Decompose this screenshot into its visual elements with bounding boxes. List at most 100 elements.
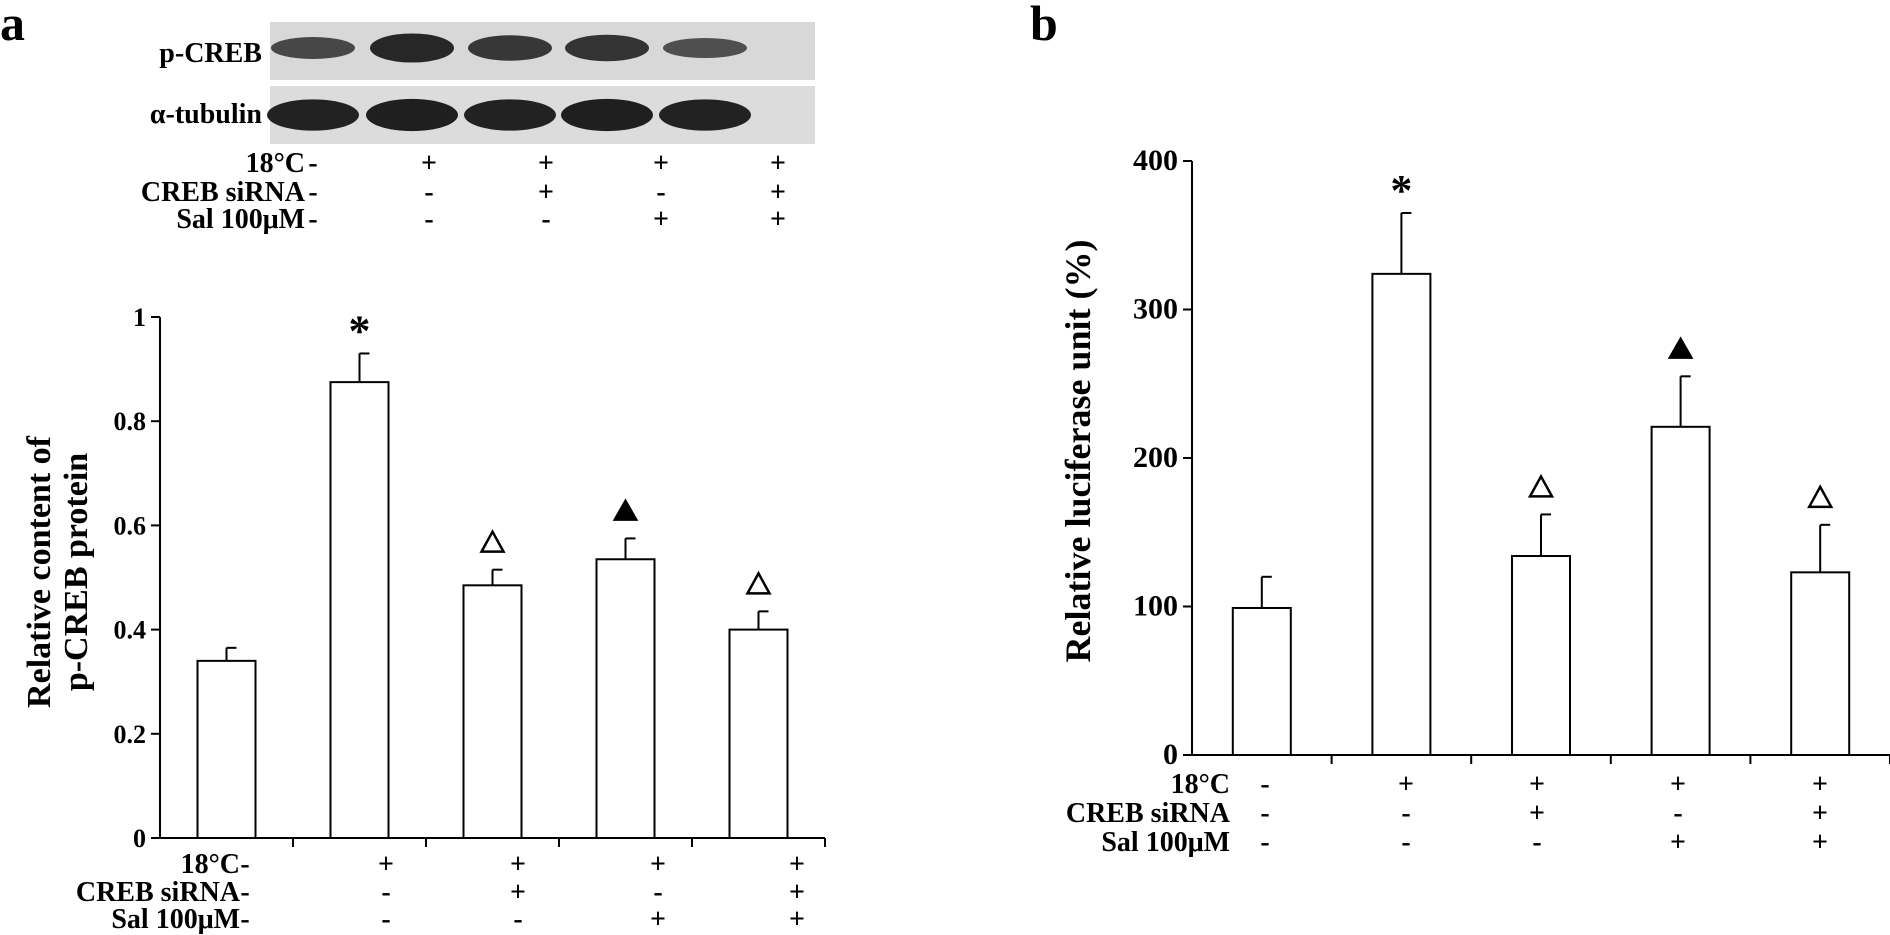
band-tubulin bbox=[561, 98, 653, 132]
bar bbox=[1511, 555, 1571, 757]
blot-label-p-creb: p-CREB bbox=[159, 38, 262, 69]
band-tubulin bbox=[464, 99, 556, 131]
chart-a: Relative content of p-CREB protein 0 0.2 0… bbox=[21, 303, 826, 853]
condition-value: + bbox=[650, 904, 666, 935]
condition-value: + bbox=[770, 177, 786, 208]
condition-value: + bbox=[1812, 798, 1828, 829]
bar bbox=[462, 584, 523, 839]
bar bbox=[329, 381, 390, 839]
band-tubulin bbox=[659, 99, 751, 131]
condition-value: + bbox=[378, 849, 394, 880]
condition-value: + bbox=[770, 204, 786, 235]
band-p-creb bbox=[370, 33, 454, 63]
condition-value: - bbox=[240, 877, 249, 908]
condition-value: - bbox=[1673, 798, 1682, 829]
band-tubulin bbox=[267, 99, 359, 131]
condition-value: - bbox=[308, 148, 317, 179]
condition-value: - bbox=[1401, 798, 1410, 829]
y-tick-label: 400 bbox=[1133, 144, 1178, 177]
condition-value: - bbox=[1260, 769, 1269, 800]
condition-value: + bbox=[789, 904, 805, 935]
condition-table-a: 18°C - + + + +CREB siRNA - - + - +Sal 100μM - - - + + bbox=[76, 849, 805, 935]
significance-asterisk: * bbox=[1390, 166, 1412, 215]
y-tick-label: 0 bbox=[1163, 738, 1178, 771]
condition-value: - bbox=[424, 177, 433, 208]
chart-a-ylabel-line1: Relative content of bbox=[21, 435, 58, 708]
bar bbox=[728, 628, 789, 839]
condition-value: + bbox=[510, 877, 526, 908]
band-tubulin bbox=[366, 98, 458, 132]
condition-value: + bbox=[770, 148, 786, 179]
chart-a-ylabel-line2: p-CREB protein bbox=[58, 453, 95, 691]
bar bbox=[1790, 571, 1851, 756]
condition-label: Sal 100μM bbox=[176, 204, 305, 235]
condition-value: - bbox=[541, 204, 550, 235]
bar bbox=[1231, 606, 1292, 756]
y-tick-label: 100 bbox=[1133, 590, 1178, 623]
condition-value: + bbox=[538, 177, 554, 208]
filled-triangle-marker bbox=[612, 498, 639, 521]
condition-value: + bbox=[1812, 827, 1828, 858]
significance-asterisk: * bbox=[349, 306, 371, 355]
y-tick-label: 0.6 bbox=[114, 511, 147, 540]
condition-value: + bbox=[1529, 769, 1545, 800]
condition-value: + bbox=[1670, 827, 1686, 858]
band-p-creb bbox=[565, 34, 649, 62]
condition-value: - bbox=[381, 904, 390, 935]
y-tick-label: 200 bbox=[1133, 441, 1178, 474]
y-tick-label: 0 bbox=[133, 824, 146, 853]
y-tick-label: 0.2 bbox=[114, 720, 147, 749]
condition-value: + bbox=[653, 204, 669, 235]
condition-value: - bbox=[240, 849, 249, 880]
condition-value: - bbox=[424, 204, 433, 235]
panel-letter-a: a bbox=[0, 0, 25, 51]
condition-value: + bbox=[653, 148, 669, 179]
condition-value: + bbox=[1670, 769, 1686, 800]
blot-bands bbox=[267, 33, 751, 132]
blot-label-tubulin: α-tubulin bbox=[150, 99, 263, 130]
condition-value: + bbox=[421, 148, 437, 179]
condition-value: - bbox=[240, 904, 249, 935]
band-p-creb bbox=[663, 37, 747, 59]
y-tick-label: 0.4 bbox=[114, 616, 147, 645]
condition-value: - bbox=[1532, 827, 1541, 858]
bar bbox=[1371, 272, 1432, 756]
open-triangle-marker bbox=[479, 529, 506, 553]
condition-value: + bbox=[538, 148, 554, 179]
condition-value: - bbox=[1260, 798, 1269, 829]
condition-value: + bbox=[510, 849, 526, 880]
y-tick-label: 0.8 bbox=[114, 407, 147, 436]
band-p-creb bbox=[271, 37, 355, 59]
bar bbox=[1650, 425, 1711, 756]
open-triangle-marker bbox=[1807, 484, 1834, 509]
bar bbox=[196, 659, 257, 839]
condition-label: CREB siRNA bbox=[76, 877, 241, 908]
condition-value: - bbox=[381, 877, 390, 908]
chart-b: Relative luciferase unit (%) 0 100 200 300 4… bbox=[1058, 144, 1890, 771]
y-tick-label: 300 bbox=[1133, 293, 1178, 326]
condition-value: - bbox=[1401, 827, 1410, 858]
condition-label: 18°C bbox=[181, 849, 240, 880]
condition-label: Sal 100μM bbox=[1101, 827, 1230, 858]
condition-value: - bbox=[656, 177, 665, 208]
condition-value: - bbox=[513, 904, 522, 935]
condition-value: - bbox=[1260, 827, 1269, 858]
condition-table-blot: 18°C - + + + +CREB siRNA - - + - +Sal 100μM - - - + + bbox=[141, 148, 786, 235]
condition-value: - bbox=[308, 177, 317, 208]
y-tick-label: 1 bbox=[133, 303, 146, 332]
condition-value: + bbox=[789, 849, 805, 880]
open-triangle-marker bbox=[1527, 473, 1555, 498]
condition-table-b: 18°C - + + + +CREB siRNA - - + - +Sal 100μM - - - + + bbox=[1066, 769, 1828, 858]
condition-label: CREB siRNA bbox=[141, 177, 306, 208]
bar bbox=[595, 558, 656, 839]
condition-value: + bbox=[650, 849, 666, 880]
condition-label: Sal 100μM bbox=[111, 904, 240, 935]
condition-value: + bbox=[789, 877, 805, 908]
condition-label: 18°C bbox=[1171, 769, 1230, 800]
condition-value: + bbox=[1529, 798, 1545, 829]
open-triangle-marker bbox=[745, 570, 772, 595]
condition-value: - bbox=[308, 204, 317, 235]
condition-value: + bbox=[1398, 769, 1414, 800]
condition-label: 18°C bbox=[246, 148, 305, 179]
